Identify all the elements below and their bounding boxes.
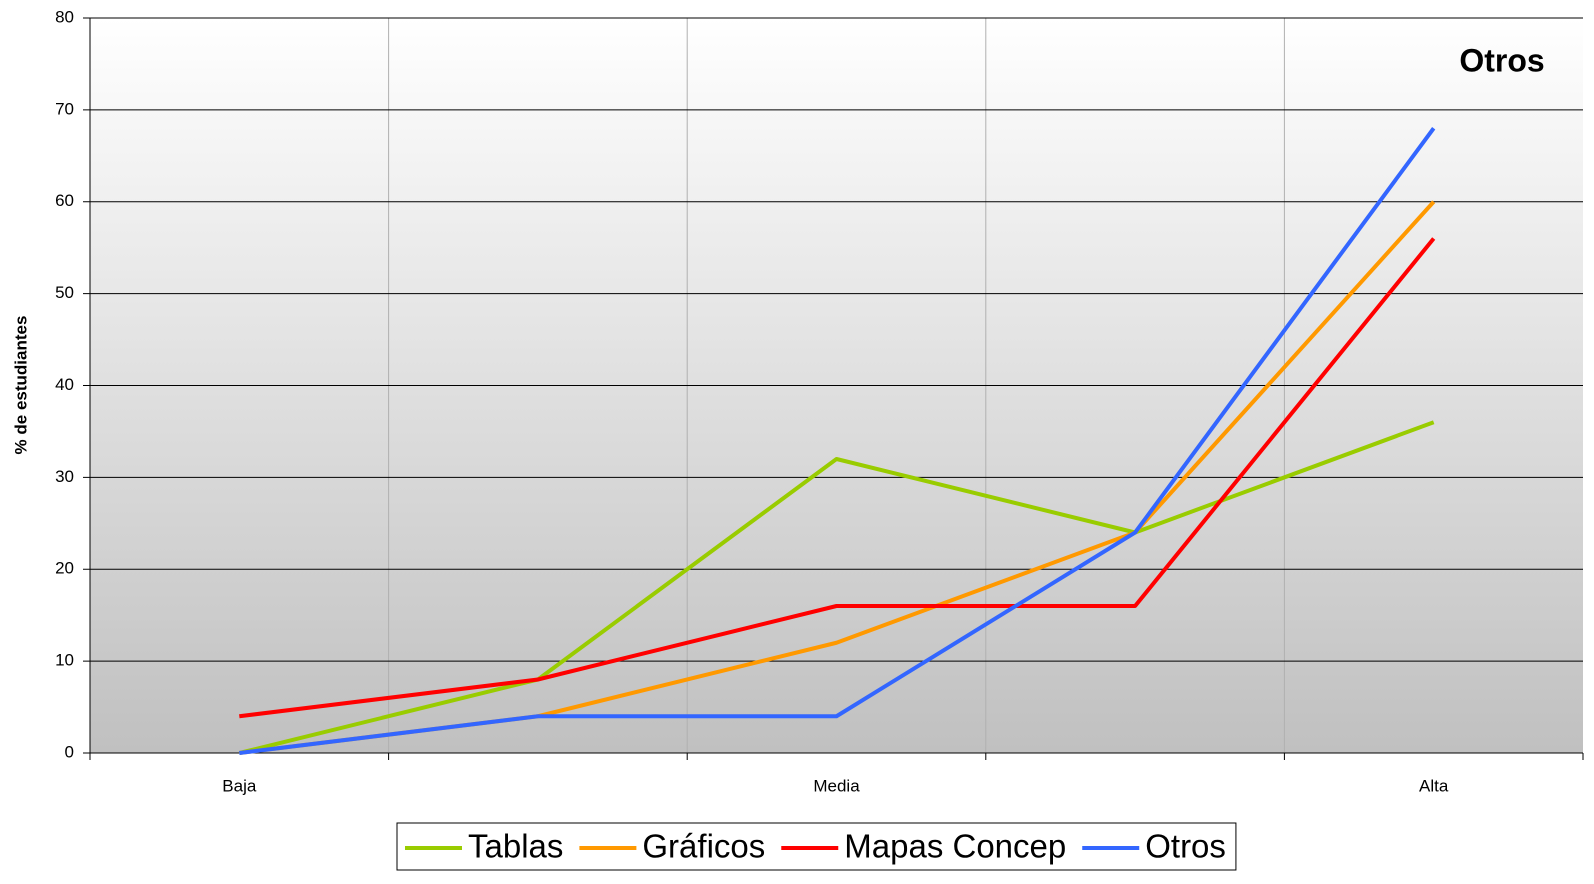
series-line xyxy=(239,237,1436,719)
x-tick-label: Alta xyxy=(1419,776,1449,795)
y-tick-label: 30 xyxy=(55,467,74,486)
y-tick-label: 10 xyxy=(55,651,74,670)
y-axis-label: % de estudiantes xyxy=(11,316,30,455)
y-tick-label: 60 xyxy=(55,191,74,210)
y-tick-label: 50 xyxy=(55,283,74,302)
y-tick-label: 0 xyxy=(65,742,74,761)
y-tick-label: 40 xyxy=(55,375,74,394)
series-line xyxy=(238,420,1435,755)
x-tick-label: Media xyxy=(813,776,860,795)
series-line xyxy=(239,127,1436,755)
legend-label: Gráficos xyxy=(642,828,765,865)
y-tick-label: 80 xyxy=(55,7,74,26)
y-tick-label: 70 xyxy=(55,99,74,118)
y-tick-label: 20 xyxy=(55,559,74,578)
x-tick-label: Baja xyxy=(222,776,257,795)
legend-label: Otros xyxy=(1145,828,1226,865)
legend-label: Mapas Concep xyxy=(844,828,1066,865)
legend-label: Tablas xyxy=(468,828,563,865)
chart-title: Otros xyxy=(1459,42,1544,78)
legend: Tablas Gráficos Mapas Concep Otros xyxy=(396,822,1237,871)
